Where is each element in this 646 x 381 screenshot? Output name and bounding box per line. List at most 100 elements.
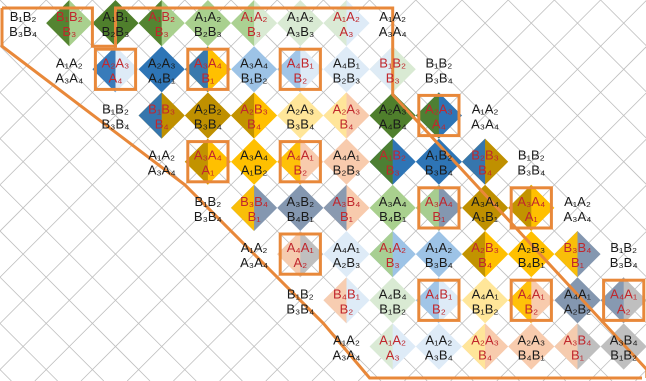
cell-bottom-label: B₁ — [340, 209, 354, 224]
cell-bottom-label: B₄ — [247, 117, 261, 132]
cell-top-label: A₄A₁ — [610, 286, 638, 301]
cell-split-fill — [92, 46, 116, 93]
cell-top-label: A₁B₂ — [379, 148, 406, 163]
cell-bottom-label: B₃B₄ — [9, 24, 37, 39]
cell-top-label: A₄A₁ — [287, 148, 315, 163]
cell-top-label: A₃B₄ — [610, 333, 638, 348]
highlight-box — [417, 278, 461, 322]
cell-bottom-label: B₄B₁ — [518, 348, 546, 363]
cell-top-label: A₄B₁ — [425, 286, 453, 301]
cell-top-label: A₃B₄ — [333, 194, 361, 209]
cell-top-label: A₁A₂ — [287, 9, 314, 24]
cell-split-fill — [462, 231, 486, 278]
cell-bottom-label: A₃B₃ — [286, 24, 314, 39]
cell-bottom-label: B₃B₄ — [194, 209, 222, 224]
grid-line — [404, 138, 646, 381]
grid-line — [369, 0, 646, 277]
cell-bottom-label: B₃B₄ — [610, 255, 638, 270]
cell-bottom-label: B₃B₄ — [286, 301, 314, 316]
cell-top-label: B₁B₂ — [10, 9, 37, 24]
cell-top-label: B₁B₂ — [287, 286, 314, 301]
cell-split-fill — [600, 277, 624, 324]
cell-top-label: A₂B₃ — [471, 240, 499, 255]
cell-fill — [323, 138, 370, 185]
grid-line — [507, 0, 646, 139]
cell-bottom-label: A₄B₁ — [148, 70, 176, 85]
cell-bottom-label: B₃B₄ — [102, 117, 130, 132]
cell-bottom-label: B₄ — [478, 348, 492, 363]
cell-bottom-label: A₄B₄ — [379, 117, 407, 132]
cell-bottom-label: B₂ — [293, 70, 307, 85]
cell-bottom-label: B₃ — [247, 24, 261, 39]
grid-line — [126, 0, 509, 381]
cell-bottom-label: A₂B₂ — [564, 301, 591, 316]
cell-bottom-label: B₂ — [524, 301, 538, 316]
cell-split-fill — [323, 0, 347, 47]
grid-line — [0, 0, 47, 47]
cell-split-fill — [369, 46, 393, 93]
cell-fill — [415, 323, 462, 370]
cell-top-label: A₄B₁ — [287, 55, 315, 70]
cell-split-fill — [184, 138, 208, 185]
cell-bottom-label: A₃A₄ — [333, 348, 361, 363]
cell-fill — [508, 231, 555, 278]
cell-top-label: B₁B₂ — [102, 102, 129, 117]
cell-top-label: A₃A₄ — [517, 194, 545, 209]
cell-split-fill — [277, 231, 301, 278]
cell-split-fill — [231, 0, 255, 47]
cell-fill — [369, 184, 416, 231]
cell-split-fill — [554, 323, 578, 370]
cell-top-label: B₁B₂ — [56, 9, 83, 24]
cell-bottom-label: B₁B₂ — [241, 70, 268, 85]
cell-top-label: B₁B₃ — [148, 102, 175, 117]
cell-fill — [231, 138, 278, 185]
cell-top-label: B₁B₂ — [518, 148, 545, 163]
cell-bottom-label: A₃A₄ — [564, 209, 592, 224]
grid-line — [554, 0, 646, 93]
cell-split-fill — [184, 46, 208, 93]
cell-top-label: B₂B₃ — [471, 148, 499, 163]
cell-bottom-label: B₁B₂ — [472, 301, 499, 316]
cell-bottom-label: B₃ — [62, 24, 76, 39]
cell-bottom-label: B₁B₂ — [379, 301, 406, 316]
grid-line — [219, 0, 601, 381]
cell-top-label: A₂A₃ — [286, 102, 314, 117]
cell-fill — [184, 0, 231, 47]
cell-bottom-label: B₃B₄ — [425, 70, 453, 85]
grid-line — [311, 46, 646, 381]
cell-top-label: B₁B₂ — [610, 240, 637, 255]
cell-bottom-label: B₄ — [340, 117, 354, 132]
cell-bottom-label: A₁B₁ — [472, 209, 499, 224]
cell-fill — [323, 46, 370, 93]
grid-line — [0, 230, 151, 381]
grid-line — [588, 323, 646, 381]
grid-line — [461, 0, 646, 185]
highlight-box — [186, 140, 230, 184]
cell-bottom-label: A₁B₂ — [241, 163, 268, 178]
cell-top-label: A₄A₁ — [564, 286, 592, 301]
cell-bottom-label: B₃B₄ — [517, 163, 545, 178]
grid-line — [265, 0, 646, 381]
cell-split-fill — [231, 92, 255, 139]
cell-top-label: A₃A₄ — [194, 148, 222, 163]
cell-top-label: A₄A₁ — [287, 240, 315, 255]
cell-split-fill — [415, 277, 439, 324]
highlight-box — [278, 140, 322, 184]
cell-top-label: A₃B₄ — [564, 333, 592, 348]
cell-top-label: A₁A₂ — [241, 240, 268, 255]
cell-fill — [369, 277, 416, 324]
cell-split-fill — [508, 277, 532, 324]
cell-bottom-label: A₁ — [525, 209, 539, 224]
highlight-box — [278, 47, 322, 91]
grid-line — [0, 91, 289, 381]
cell-top-label: A₁A₂ — [426, 333, 453, 348]
cell-bottom-label: B₄B₁ — [287, 209, 315, 224]
cell-top-label: A₃A₄ — [194, 55, 222, 70]
cell-fill — [415, 231, 462, 278]
cell-split-fill — [369, 231, 393, 278]
band-outline-bottom — [0, 8, 642, 380]
grid-line — [0, 322, 58, 381]
cell-fill — [508, 323, 555, 370]
cell-top-label: B₃B₄ — [240, 194, 268, 209]
